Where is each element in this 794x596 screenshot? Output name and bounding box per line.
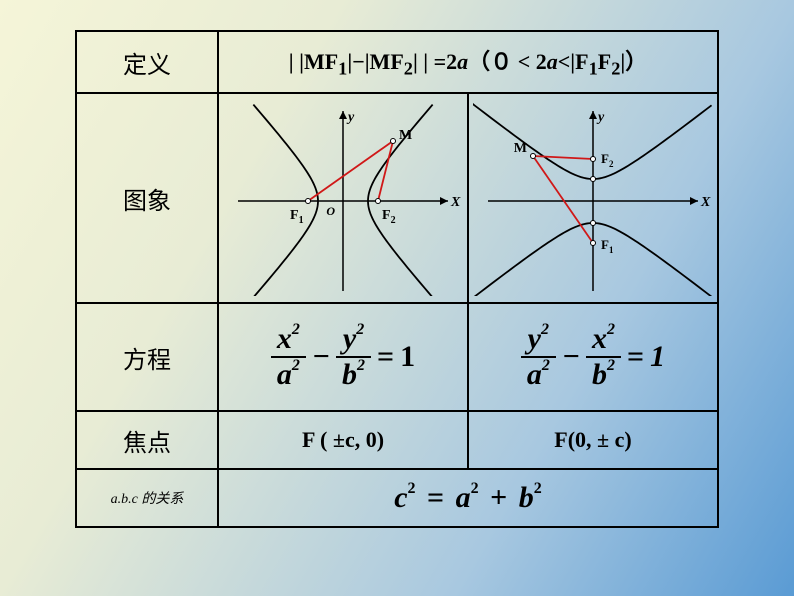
svg-text:F1: F1 (290, 208, 304, 226)
svg-text:M: M (399, 128, 412, 143)
svg-text:F2: F2 (382, 208, 396, 226)
image-label: 图象 (76, 93, 218, 303)
equation-vertical: y2a2 − x2b2 = 1 (468, 303, 718, 411)
vertical-hyperbola-chart: y X M F1 F2 (473, 101, 713, 296)
svg-text:y: y (596, 110, 605, 125)
svg-text:F2: F2 (601, 151, 614, 169)
svg-text:X: X (450, 195, 461, 210)
abc-label: a.b.c 的关系 (76, 469, 218, 527)
abc-equation: c2 = a2 + b2 (218, 469, 718, 527)
svg-text:X: X (700, 195, 711, 210)
horizontal-hyperbola-cell: y X O M F1 F2 (218, 93, 468, 303)
svg-text:O: O (326, 204, 335, 218)
svg-text:M: M (514, 141, 527, 156)
definition-cell: | |MF1|−|MF2| | =2a（０ < 2a<|F1F2|） (218, 31, 718, 93)
foci-label: 焦点 (76, 411, 218, 469)
svg-text:y: y (346, 110, 355, 125)
definition-formula: | |MF1|−|MF2| | =2a（０ < 2a<|F1F2|） (289, 49, 647, 74)
foci-horizontal: F ( ±c, 0) (218, 411, 468, 469)
horizontal-hyperbola-chart: y X O M F1 F2 (223, 101, 463, 296)
foci-vertical: F(0, ± c) (468, 411, 718, 469)
hyperbola-table: 定义 | |MF1|−|MF2| | =2a（０ < 2a<|F1F2|） 图象… (75, 30, 719, 528)
definition-label: 定义 (76, 31, 218, 93)
equation-horizontal: x2a2 − y2b2 = 1 (218, 303, 468, 411)
equation-label: 方程 (76, 303, 218, 411)
vertical-hyperbola-cell: y X M F1 F2 (468, 93, 718, 303)
svg-text:F1: F1 (601, 237, 614, 255)
